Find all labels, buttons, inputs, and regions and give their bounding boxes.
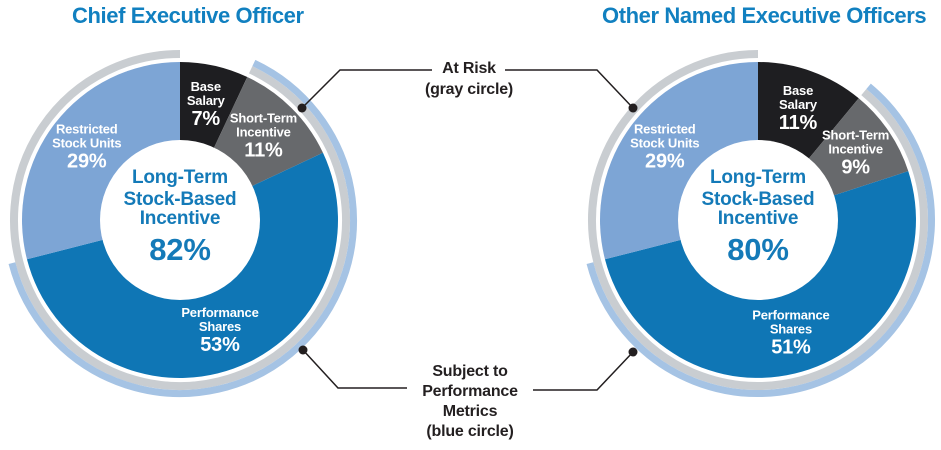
ceo-pct-restricted-stock-units: 29% xyxy=(67,151,107,173)
ceo-label-short-term-incentive: Short-Term xyxy=(230,111,297,126)
chart-title-neo: Other Named Executive Officers xyxy=(602,3,927,28)
performance-metrics-callout-label: Subject to Performance Metrics (blue cir… xyxy=(422,362,518,442)
neo-label-short-term-incentive: Short-Term xyxy=(822,128,889,143)
ceo-center-value: 82% xyxy=(149,232,210,267)
ceo-label-restricted-stock-units: Restricted xyxy=(56,122,118,137)
neo-center-label: Long-Term xyxy=(710,167,806,188)
neo-label-restricted-stock-units: Stock Units xyxy=(630,136,699,151)
ceo-at-risk-ring xyxy=(10,50,350,390)
ceo-label-base-salary: Salary xyxy=(187,93,226,108)
neo-performance-metrics-ring xyxy=(586,83,935,398)
at-risk-connector-dot xyxy=(297,103,307,113)
neo-pct-base-salary: 11% xyxy=(779,112,818,134)
ceo-center-label: Incentive xyxy=(140,208,221,229)
ceo-label-base-salary: Base xyxy=(191,79,221,94)
callout-text-line: Metrics xyxy=(442,403,498,420)
neo-label-base-salary: Salary xyxy=(779,97,818,112)
neo-pct-performance-shares: 51% xyxy=(771,336,811,358)
neo-center-label: Incentive xyxy=(718,208,799,229)
ceo-pct-short-term-incentive: 11% xyxy=(244,140,283,162)
at-risk-connector-line xyxy=(301,69,432,109)
callout-text-line: Subject to xyxy=(432,363,508,380)
neo-pct-restricted-stock-units: 29% xyxy=(645,151,685,173)
neo-center-value: 80% xyxy=(727,232,788,267)
neo-label-performance-shares: Shares xyxy=(770,321,812,336)
ceo-performance-metrics-ring xyxy=(8,59,357,397)
ceo-center-label: Stock-Based xyxy=(124,189,237,210)
performance-metrics-connector-dot xyxy=(628,347,638,357)
neo-label-restricted-stock-units: Restricted xyxy=(634,122,696,137)
callout-text-line: At Risk xyxy=(442,60,496,77)
at-risk-connector-dot xyxy=(628,103,638,113)
chart-title-ceo: Chief Executive Officer xyxy=(72,3,304,28)
performance-metrics-connector-dot xyxy=(298,345,308,355)
at-risk-callout-label: At Risk (gray circle) xyxy=(425,58,513,100)
neo-label-base-salary: Base xyxy=(783,83,813,98)
performance-metrics-connector-line xyxy=(533,351,634,391)
neo-at-risk-ring xyxy=(588,50,928,390)
callout-text-line: (blue circle) xyxy=(426,423,514,440)
performance-metrics-connector-line xyxy=(302,349,407,389)
ceo-label-performance-shares: Shares xyxy=(199,319,241,334)
ceo-center-label: Long-Term xyxy=(132,167,228,188)
ceo-label-restricted-stock-units: Stock Units xyxy=(52,136,121,151)
ceo-pct-performance-shares: 53% xyxy=(200,334,240,356)
callout-text-line: Performance xyxy=(422,383,518,400)
at-risk-connector-line xyxy=(505,69,634,109)
neo-donut-hole xyxy=(678,140,838,300)
neo-pct-short-term-incentive: 9% xyxy=(841,157,870,179)
ceo-label-performance-shares: Performance xyxy=(181,305,258,320)
neo-label-performance-shares: Performance xyxy=(752,307,829,322)
ceo-pct-base-salary: 7% xyxy=(191,108,220,130)
neo-center-label: Stock-Based xyxy=(702,189,815,210)
neo-label-short-term-incentive: Incentive xyxy=(828,142,883,157)
ceo-donut-hole xyxy=(100,140,260,300)
callout-text-line: (gray circle) xyxy=(424,81,514,98)
ceo-label-short-term-incentive: Incentive xyxy=(236,125,291,140)
